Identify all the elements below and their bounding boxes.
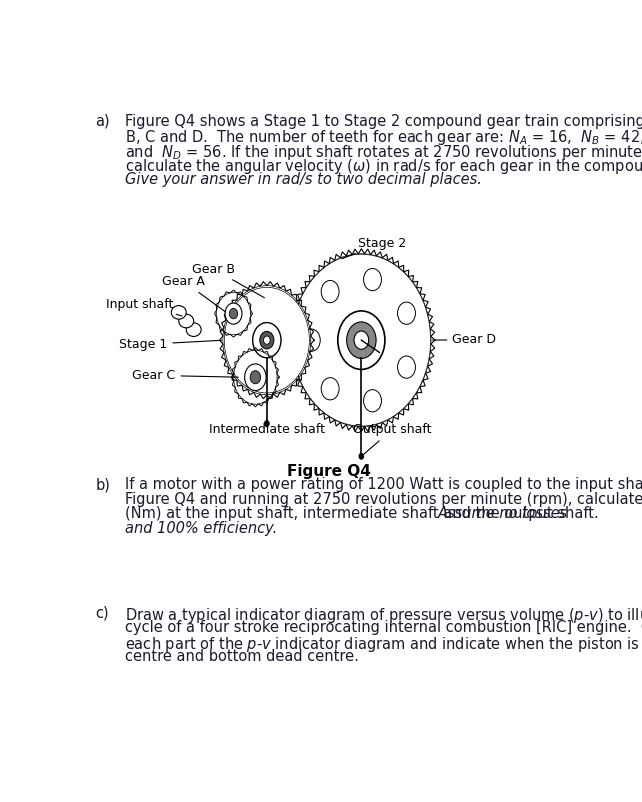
Circle shape xyxy=(260,331,274,349)
Text: and  $N_D$ = 56. If the input shaft rotates at 2750 revolutions per minute (rpm): and $N_D$ = 56. If the input shaft rotat… xyxy=(125,143,642,161)
Circle shape xyxy=(224,287,309,393)
Text: a): a) xyxy=(95,114,110,128)
Ellipse shape xyxy=(186,323,201,337)
Text: Stage 1: Stage 1 xyxy=(119,338,221,351)
Circle shape xyxy=(359,453,364,460)
Ellipse shape xyxy=(178,314,194,328)
Text: Draw a typical indicator diagram of pressure versus volume ($p$-$v$) to illustra: Draw a typical indicator diagram of pres… xyxy=(125,606,642,625)
Text: (Nm) at the input shaft, intermediate shaft and the output shaft.: (Nm) at the input shaft, intermediate sh… xyxy=(125,506,608,521)
Text: c): c) xyxy=(95,606,108,621)
Circle shape xyxy=(363,390,381,412)
Text: Figure Q4: Figure Q4 xyxy=(287,464,371,479)
Circle shape xyxy=(397,302,415,324)
Text: Figure Q4 shows a Stage 1 to Stage 2 compound gear train comprising of Gears A,: Figure Q4 shows a Stage 1 to Stage 2 com… xyxy=(125,114,642,128)
Circle shape xyxy=(250,371,261,383)
Circle shape xyxy=(347,322,376,358)
Circle shape xyxy=(292,254,431,426)
Circle shape xyxy=(245,364,266,391)
Circle shape xyxy=(397,356,415,379)
Text: b): b) xyxy=(95,477,110,492)
Ellipse shape xyxy=(171,306,186,319)
Circle shape xyxy=(229,309,238,318)
Text: calculate the angular velocity ($\omega$) in rad/s for each gear in the compound: calculate the angular velocity ($\omega$… xyxy=(125,157,642,176)
Text: Assume no losses: Assume no losses xyxy=(437,506,568,521)
Text: centre and bottom dead centre.: centre and bottom dead centre. xyxy=(125,650,359,664)
Text: each part of the $p$-$v$ indicator diagram and indicate when the piston is at to: each part of the $p$-$v$ indicator diagr… xyxy=(125,634,642,654)
Circle shape xyxy=(321,378,339,400)
Text: and 100% efficiency.: and 100% efficiency. xyxy=(125,520,277,536)
Circle shape xyxy=(263,336,270,344)
Text: Give your answer in rad/s to two decimal places.: Give your answer in rad/s to two decimal… xyxy=(125,172,482,187)
Text: Gear B: Gear B xyxy=(192,262,265,298)
Text: Stage 2: Stage 2 xyxy=(342,237,406,259)
Text: Gear D: Gear D xyxy=(433,333,496,346)
Circle shape xyxy=(363,269,381,290)
Circle shape xyxy=(225,303,242,324)
Text: Gear C: Gear C xyxy=(132,369,238,382)
Text: cycle of a four stroke reciprocating internal combustion [RIC] engine.  Clearly : cycle of a four stroke reciprocating int… xyxy=(125,620,642,635)
Text: B, C and D.  The number of teeth for each gear are: $N_A$ = 16,  $N_B$ = 42,  $N: B, C and D. The number of teeth for each… xyxy=(125,128,642,147)
Text: Input shaft: Input shaft xyxy=(106,298,182,316)
Circle shape xyxy=(338,311,385,370)
Circle shape xyxy=(354,331,369,350)
Circle shape xyxy=(253,322,281,358)
Text: Output shaft: Output shaft xyxy=(353,423,431,455)
Text: Gear A: Gear A xyxy=(162,275,225,312)
Circle shape xyxy=(321,281,339,302)
Text: If a motor with a power rating of 1200 Watt is coupled to the input shaft at Gea: If a motor with a power rating of 1200 W… xyxy=(125,477,642,492)
Circle shape xyxy=(302,329,320,351)
Circle shape xyxy=(265,420,270,427)
Text: Figure Q4 and running at 2750 revolutions per minute (rpm), calculate the torque: Figure Q4 and running at 2750 revolution… xyxy=(125,492,642,507)
Text: Intermediate shaft: Intermediate shaft xyxy=(209,423,325,436)
